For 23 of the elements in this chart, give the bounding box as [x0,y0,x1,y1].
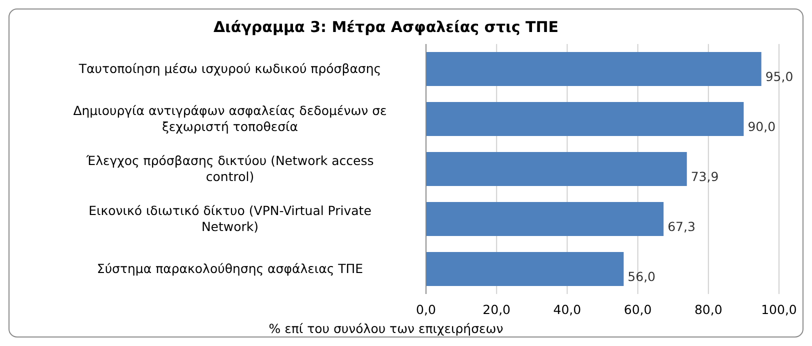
y-tick-label: Έλεγχος πρόσβασης δικτύου (Network access control) [85,153,374,184]
x-tick-label: 20,0 [482,302,511,317]
bar [426,52,762,86]
y-tick-label: Ταυτοποίηση μέσω ισχυρού κωδικού πρόσβασης [78,61,382,76]
x-tick-label: 0,0 [416,302,436,317]
x-tick-label: 60,0 [624,302,652,317]
x-tick-label: 100,0 [761,302,797,317]
data-label: 67,3 [668,219,696,234]
chart-title: Διάγραμμα 3: Μέτρα Ασφαλείας στις ΤΠΕ [213,18,559,36]
x-tick-label: 80,0 [694,302,722,317]
bar [426,102,744,136]
x-axis-title: % επί του συνόλου των επιχειρήσεων [268,321,504,336]
data-label: 73,9 [690,169,719,184]
y-tick-label: Εικονικό ιδιωτικό δίκτυο (VPN-Virtual Private Network) [88,203,372,234]
bar [426,202,664,236]
y-tick-label: Δημιουργία αντιγράφων ασφαλείας δεδομένων σε ξεχωριστή τοποθεσία [73,103,387,134]
y-tick-label: Σύστημα παρακολούθησης ασφάλειας ΤΠΕ [96,261,364,276]
bar [426,252,624,286]
data-label: 56,0 [628,269,656,284]
bar [426,152,687,186]
data-label: 90,0 [748,119,776,134]
x-tick-label: 40,0 [553,302,582,317]
data-label: 95,0 [765,69,794,84]
